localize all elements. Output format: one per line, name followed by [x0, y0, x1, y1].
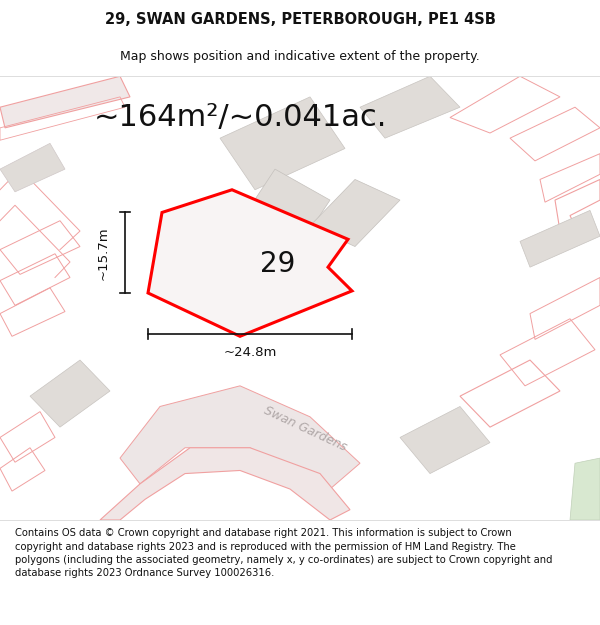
- Text: 29: 29: [260, 250, 296, 278]
- Text: ~15.7m: ~15.7m: [97, 226, 110, 279]
- Polygon shape: [148, 190, 352, 336]
- Polygon shape: [0, 143, 65, 192]
- Polygon shape: [400, 406, 490, 474]
- Polygon shape: [520, 211, 600, 267]
- Polygon shape: [360, 76, 460, 138]
- Polygon shape: [220, 97, 345, 190]
- Polygon shape: [310, 179, 400, 246]
- Polygon shape: [120, 386, 360, 489]
- Text: Map shows position and indicative extent of the property.: Map shows position and indicative extent…: [120, 50, 480, 63]
- Polygon shape: [100, 448, 350, 520]
- Text: Swan Gardens: Swan Gardens: [262, 404, 349, 454]
- Text: 29, SWAN GARDENS, PETERBOROUGH, PE1 4SB: 29, SWAN GARDENS, PETERBOROUGH, PE1 4SB: [104, 12, 496, 28]
- Text: ~164m²/~0.041ac.: ~164m²/~0.041ac.: [94, 103, 386, 132]
- Polygon shape: [30, 360, 110, 427]
- Polygon shape: [200, 169, 330, 314]
- Text: Contains OS data © Crown copyright and database right 2021. This information is : Contains OS data © Crown copyright and d…: [15, 528, 553, 578]
- Polygon shape: [570, 458, 600, 520]
- Text: ~24.8m: ~24.8m: [223, 346, 277, 359]
- Polygon shape: [0, 76, 130, 128]
